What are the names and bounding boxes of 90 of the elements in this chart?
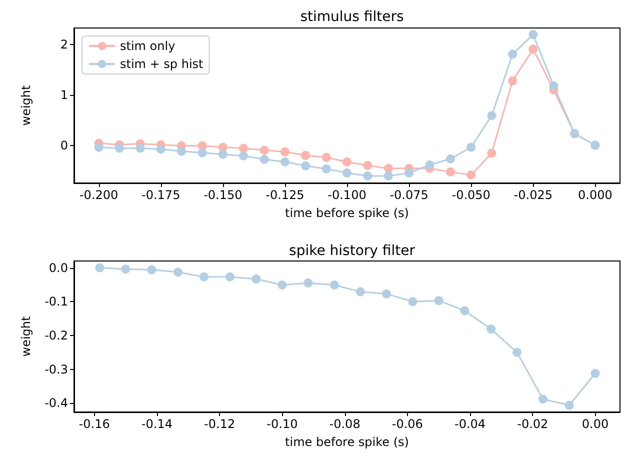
point	[487, 148, 496, 158]
point	[549, 81, 558, 90]
point	[342, 168, 352, 178]
y-tick-label: 0	[60, 138, 68, 152]
y-axis-title: weight	[19, 84, 33, 126]
point	[446, 167, 455, 176]
x-tick-label: -0.200	[79, 188, 118, 202]
x-tick-label: -0.100	[328, 188, 366, 202]
point	[466, 142, 476, 152]
y-tick-label: 2	[60, 38, 68, 52]
point	[528, 44, 538, 54]
x-tick-label: -0.08	[329, 417, 360, 431]
point	[382, 289, 391, 298]
y-tick-label: -0.3	[44, 362, 68, 376]
x-tick-label: -0.175	[142, 188, 180, 202]
x-tick-label: -0.10	[266, 417, 298, 431]
point	[260, 154, 269, 164]
point	[363, 171, 372, 180]
point	[384, 164, 393, 173]
point	[487, 111, 496, 120]
point	[322, 152, 331, 162]
x-tick-label: 0.00	[582, 417, 609, 431]
point	[528, 30, 538, 40]
point	[239, 151, 248, 160]
x-tick-label: -0.12	[204, 417, 236, 431]
x-axis-title: time before spike (s)	[285, 206, 409, 220]
point	[538, 394, 548, 404]
point	[446, 154, 455, 164]
point	[280, 157, 290, 166]
point	[330, 280, 339, 290]
x-tick-label: -0.14	[141, 417, 172, 431]
point	[198, 148, 207, 158]
point	[322, 164, 331, 174]
x-tick-label: -0.04	[454, 417, 486, 431]
point	[590, 368, 600, 378]
point	[173, 268, 182, 277]
y-tick-label: -0.2	[44, 328, 68, 342]
point	[425, 160, 434, 170]
point	[512, 348, 522, 357]
x-tick-label: 0.000	[578, 188, 612, 202]
point	[408, 297, 418, 306]
point	[199, 272, 208, 282]
point	[460, 306, 470, 316]
point	[239, 144, 248, 153]
point	[114, 144, 124, 153]
point	[260, 146, 269, 155]
y-tick-label: 0.0	[48, 260, 68, 275]
point	[147, 265, 156, 274]
point	[95, 263, 104, 272]
point	[486, 324, 496, 334]
point	[356, 287, 365, 296]
point	[304, 278, 313, 288]
point	[384, 171, 393, 180]
x-tick-label: -0.16	[78, 417, 110, 431]
point	[218, 150, 228, 159]
point	[156, 144, 166, 154]
point	[225, 272, 234, 282]
point	[508, 50, 518, 59]
point	[564, 400, 574, 410]
point	[252, 274, 261, 284]
y-tick-label: -0.4	[44, 396, 68, 410]
point	[176, 146, 186, 156]
chart-title: spike history filter	[289, 243, 416, 259]
point	[404, 168, 414, 178]
y-tick-label: -0.1	[44, 294, 68, 309]
point	[301, 161, 310, 170]
x-tick-label: -0.125	[266, 188, 304, 202]
point	[508, 76, 518, 86]
x-tick-label: -0.075	[390, 188, 428, 202]
legend-label: stim only	[120, 39, 176, 53]
point	[280, 147, 290, 156]
point	[466, 170, 476, 180]
point	[434, 296, 444, 306]
point	[301, 150, 310, 160]
point	[342, 157, 352, 166]
chart-title: stimulus filters	[300, 9, 404, 25]
y-tick-label: 1	[60, 88, 68, 102]
point	[121, 264, 130, 274]
point	[136, 144, 145, 153]
point	[278, 280, 287, 290]
x-tick-label: -0.150	[204, 188, 242, 202]
x-axis-title: time before spike (s)	[285, 435, 409, 449]
point	[363, 160, 372, 170]
point	[94, 142, 104, 152]
x-tick-label: -0.025	[514, 188, 552, 202]
y-axis-title: weight	[19, 316, 33, 357]
legend-label: stim + sp hist	[120, 57, 204, 71]
x-tick-label: -0.050	[452, 188, 490, 202]
x-tick-label: -0.02	[517, 417, 548, 431]
x-tick-label: -0.06	[392, 417, 423, 431]
